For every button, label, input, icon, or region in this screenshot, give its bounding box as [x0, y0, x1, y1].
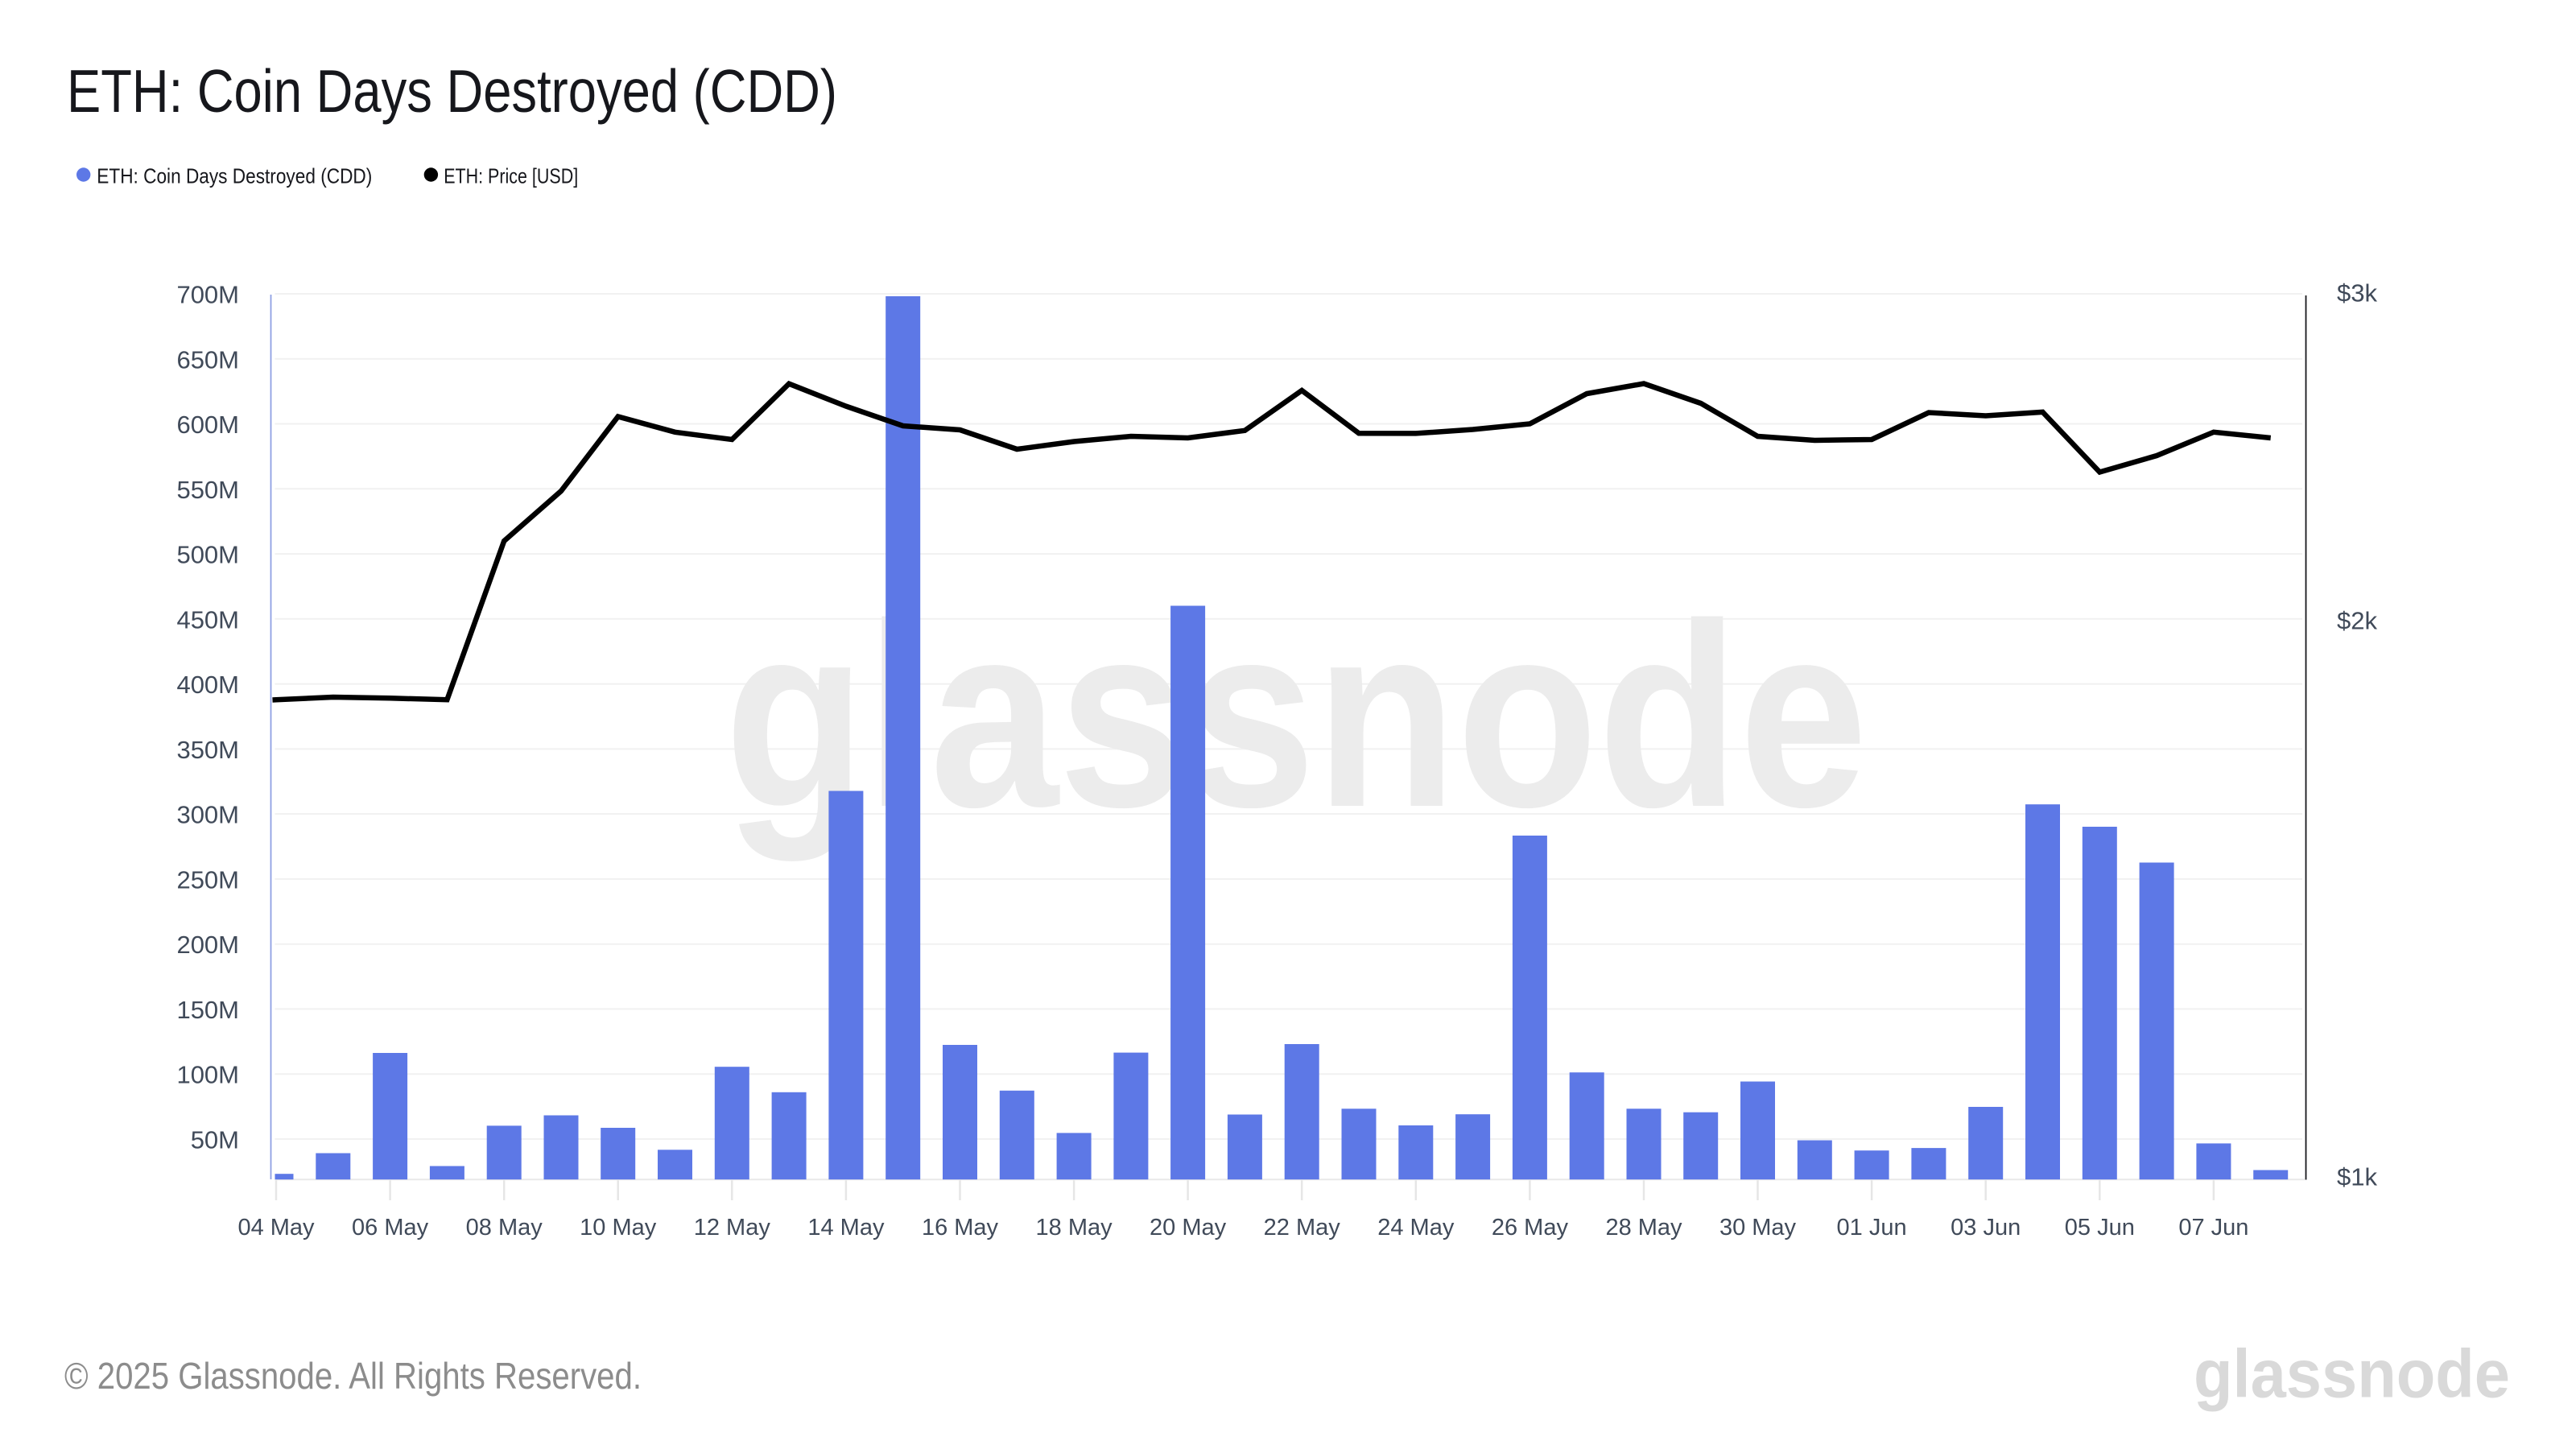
svg-text:© 2025 Glassnode. All Rights R: © 2025 Glassnode. All Rights Reserved.	[64, 1355, 642, 1397]
svg-text:03 Jun: 03 Jun	[1951, 1215, 2021, 1241]
svg-text:50M: 50M	[191, 1125, 239, 1154]
svg-text:250M: 250M	[176, 865, 239, 894]
svg-text:150M: 150M	[176, 996, 239, 1024]
svg-text:ETH: Coin Days Destroyed (CDD): ETH: Coin Days Destroyed (CDD)	[97, 164, 372, 188]
svg-text:22 May: 22 May	[1264, 1215, 1341, 1241]
svg-text:ETH: Price [USD]: ETH: Price [USD]	[444, 164, 578, 188]
svg-text:18 May: 18 May	[1036, 1215, 1113, 1241]
svg-text:10 May: 10 May	[580, 1215, 657, 1241]
svg-text:300M: 300M	[176, 801, 239, 829]
svg-text:26 May: 26 May	[1492, 1215, 1569, 1241]
svg-text:06 May: 06 May	[352, 1215, 429, 1241]
svg-text:28 May: 28 May	[1605, 1215, 1682, 1241]
svg-text:$3k: $3k	[2337, 279, 2377, 308]
svg-text:100M: 100M	[176, 1061, 239, 1089]
svg-text:500M: 500M	[176, 541, 239, 569]
svg-text:08 May: 08 May	[466, 1215, 543, 1241]
svg-text:glassnode: glassnode	[2194, 1336, 2510, 1412]
svg-text:700M: 700M	[176, 281, 239, 309]
svg-text:14 May: 14 May	[807, 1215, 885, 1241]
svg-text:04 May: 04 May	[237, 1215, 315, 1241]
svg-text:07 Jun: 07 Jun	[2178, 1215, 2248, 1241]
svg-text:ETH: Coin Days Destroyed (CDD): ETH: Coin Days Destroyed (CDD)	[67, 57, 837, 125]
svg-text:12 May: 12 May	[694, 1215, 771, 1241]
svg-text:450M: 450M	[176, 605, 239, 634]
svg-text:$1k: $1k	[2337, 1163, 2377, 1191]
svg-text:16 May: 16 May	[922, 1215, 999, 1241]
svg-text:20 May: 20 May	[1150, 1215, 1227, 1241]
svg-text:05 Jun: 05 Jun	[2065, 1215, 2135, 1241]
svg-text:01 Jun: 01 Jun	[1837, 1215, 1907, 1241]
svg-text:400M: 400M	[176, 671, 239, 699]
svg-text:650M: 650M	[176, 345, 239, 374]
svg-text:24 May: 24 May	[1377, 1215, 1455, 1241]
svg-text:$2k: $2k	[2337, 607, 2377, 635]
svg-text:200M: 200M	[176, 931, 239, 959]
svg-text:600M: 600M	[176, 411, 239, 439]
svg-text:550M: 550M	[176, 476, 239, 504]
svg-text:350M: 350M	[176, 736, 239, 764]
svg-text:30 May: 30 May	[1719, 1215, 1797, 1241]
